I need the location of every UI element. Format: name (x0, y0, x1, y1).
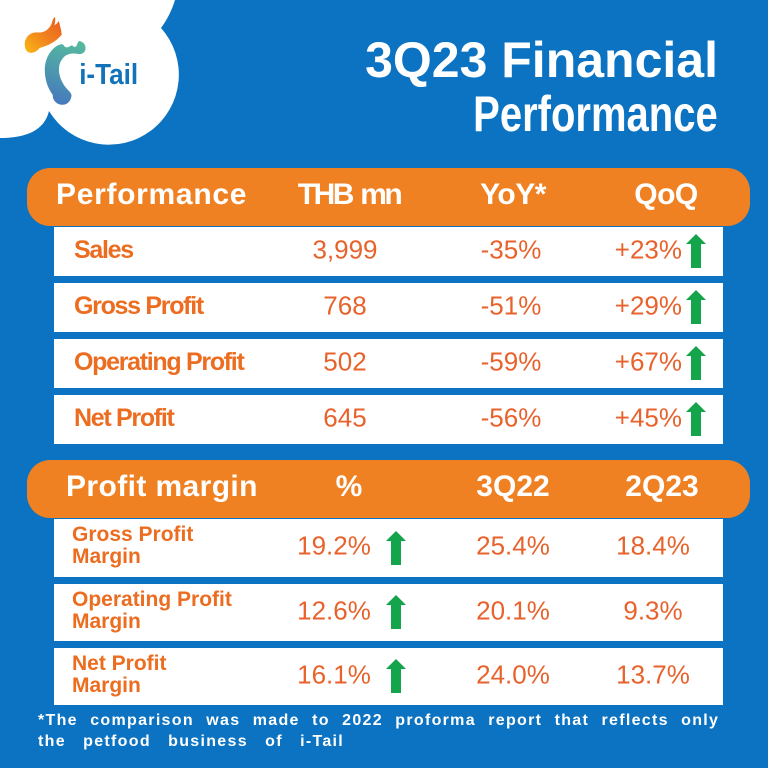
svg-text:i-Tail: i-Tail (79, 58, 138, 91)
